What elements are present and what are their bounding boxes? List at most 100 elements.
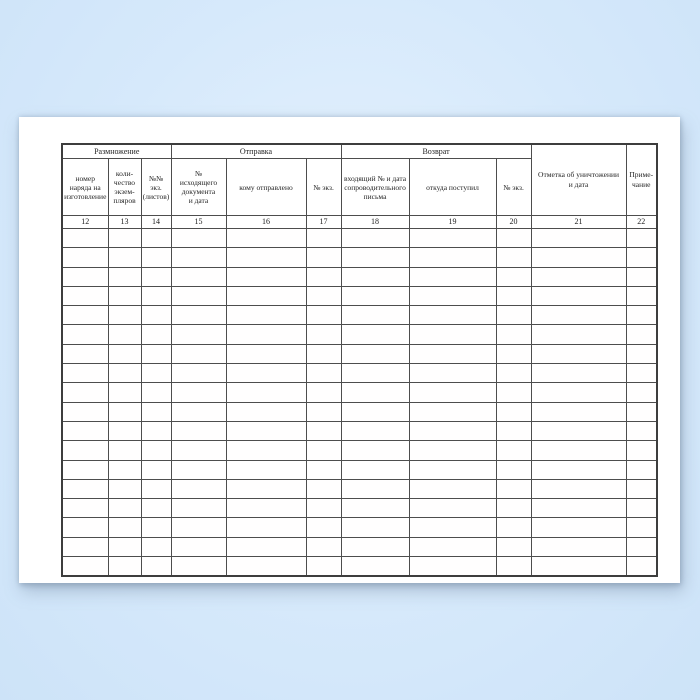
empty-cell — [340, 401, 410, 422]
column-header-order-number: номер наряда на изготовление — [61, 158, 109, 216]
empty-cell — [625, 401, 658, 422]
empty-cell — [225, 478, 307, 500]
empty-data-row — [61, 440, 658, 461]
empty-cell — [408, 324, 497, 345]
empty-cell — [107, 266, 142, 287]
empty-data-row — [61, 478, 658, 500]
empty-cell — [107, 459, 142, 480]
empty-cell — [107, 401, 142, 422]
empty-cell — [530, 478, 627, 500]
empty-cell — [225, 324, 307, 345]
empty-cell — [408, 247, 497, 268]
empty-cell — [107, 420, 142, 442]
column-number: 12 — [61, 215, 109, 229]
column-header-outgoing-doc: № исходящего документа и дата — [170, 158, 227, 216]
empty-cell — [170, 440, 227, 461]
empty-cell — [170, 459, 227, 480]
column-header-sent-to: кому отправлено — [225, 158, 307, 216]
empty-cell — [495, 440, 532, 461]
empty-cell — [225, 420, 307, 442]
empty-cell — [225, 459, 307, 480]
empty-cell — [107, 556, 142, 577]
empty-cell — [340, 498, 410, 519]
column-header-row: номер наряда на изготовление коли- честв… — [61, 158, 657, 216]
empty-data-row — [61, 517, 658, 538]
empty-cell — [61, 459, 109, 480]
empty-cell — [305, 556, 342, 577]
empty-cell — [530, 285, 627, 307]
empty-cell — [305, 305, 342, 326]
empty-cell — [530, 401, 627, 422]
empty-cell — [530, 498, 627, 519]
empty-cell — [408, 227, 497, 249]
empty-cell — [625, 343, 658, 365]
empty-cell — [340, 285, 410, 307]
empty-cell — [530, 363, 627, 384]
empty-cell — [140, 517, 172, 538]
empty-cell — [107, 498, 142, 519]
empty-cell — [495, 517, 532, 538]
empty-data-row — [61, 343, 658, 365]
empty-cell — [107, 343, 142, 365]
empty-data-row — [61, 420, 658, 442]
column-number: 19 — [408, 215, 497, 229]
empty-cell — [408, 363, 497, 384]
empty-cell — [107, 285, 142, 307]
group-header-row: Размножение Отправка Возврат Отметка об … — [61, 143, 658, 216]
empty-cell — [170, 305, 227, 326]
empty-data-row — [61, 498, 658, 519]
empty-cell — [140, 324, 172, 345]
empty-cell — [140, 343, 172, 365]
empty-cell — [408, 459, 497, 480]
empty-cell — [495, 382, 532, 403]
empty-cell — [305, 536, 342, 558]
empty-data-row — [61, 247, 658, 268]
column-header-incoming-letter: входящий № и дата сопроводительного пись… — [340, 158, 410, 216]
empty-cell — [225, 227, 307, 249]
empty-cell — [408, 478, 497, 500]
empty-cell — [225, 556, 307, 577]
empty-cell — [225, 440, 307, 461]
empty-cell — [305, 401, 342, 422]
empty-cell — [530, 227, 627, 249]
empty-cell — [495, 266, 532, 287]
empty-cell — [408, 498, 497, 519]
empty-cell — [140, 305, 172, 326]
empty-cell — [340, 324, 410, 345]
registry-form-table: Размножение Отправка Возврат Отметка об … — [61, 143, 659, 578]
empty-cell — [495, 227, 532, 249]
empty-cell — [408, 401, 497, 422]
empty-cell — [170, 285, 227, 307]
empty-cell — [530, 247, 627, 268]
empty-cell — [340, 478, 410, 500]
empty-cell — [495, 401, 532, 422]
empty-cell — [225, 343, 307, 365]
empty-cell — [340, 305, 410, 326]
empty-cell — [408, 305, 497, 326]
empty-cell — [530, 536, 627, 558]
empty-cell — [170, 227, 227, 249]
empty-cell — [340, 556, 410, 577]
empty-cell — [225, 382, 307, 403]
column-number: 16 — [225, 215, 307, 229]
empty-cell — [495, 498, 532, 519]
column-number: 13 — [107, 215, 142, 229]
empty-data-row — [61, 459, 658, 480]
empty-cell — [340, 440, 410, 461]
empty-data-row — [61, 536, 658, 558]
empty-cell — [340, 363, 410, 384]
column-number: 20 — [495, 215, 532, 229]
empty-cell — [225, 363, 307, 384]
empty-cell — [408, 285, 497, 307]
empty-cell — [530, 459, 627, 480]
empty-cell — [625, 459, 658, 480]
empty-cell — [107, 305, 142, 326]
empty-cell — [140, 247, 172, 268]
empty-cell — [305, 247, 342, 268]
empty-cell — [107, 517, 142, 538]
empty-cell — [61, 247, 109, 268]
empty-cell — [340, 343, 410, 365]
empty-cell — [408, 536, 497, 558]
empty-cell — [305, 324, 342, 345]
column-number: 14 — [140, 215, 172, 229]
